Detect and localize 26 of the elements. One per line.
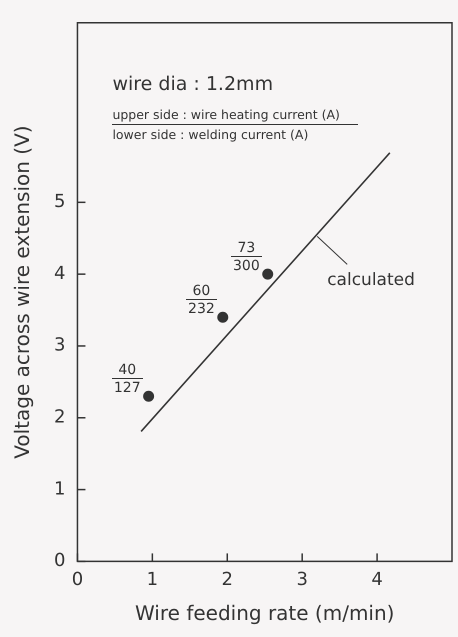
y-axis-title: Voltage across wire extension (V) bbox=[10, 125, 34, 459]
x-tick-label: 4 bbox=[371, 568, 383, 590]
y-tick-label: 0 bbox=[54, 550, 66, 572]
annotation: wire dia : 1.2mm bbox=[112, 72, 274, 96]
annotation: 60 bbox=[192, 283, 210, 300]
x-axis-title: Wire feeding rate (m/min) bbox=[134, 601, 394, 626]
annotation: 300 bbox=[232, 258, 260, 274]
annotation: upper side : wire heating current (A) bbox=[112, 106, 358, 125]
y-tick-label: 4 bbox=[54, 262, 66, 284]
y-tick-label: 3 bbox=[54, 334, 66, 356]
annotation: 73 bbox=[237, 240, 256, 256]
y-tick-label: 5 bbox=[54, 191, 66, 212]
annotation: 127 bbox=[114, 380, 141, 396]
x-tick-label: 0 bbox=[72, 568, 84, 590]
annotation: lower side : welding current (A) bbox=[112, 126, 308, 142]
x-tick-label: 3 bbox=[296, 568, 308, 590]
y-tick-label: 1 bbox=[54, 478, 66, 500]
x-tick-label: 1 bbox=[146, 568, 158, 590]
point bbox=[143, 390, 154, 402]
legend-label: calculated bbox=[327, 270, 415, 290]
y-tick-label: 2 bbox=[54, 406, 66, 428]
point bbox=[217, 312, 228, 323]
x-tick-label: 2 bbox=[222, 568, 233, 590]
annotation: 232 bbox=[188, 300, 215, 317]
point bbox=[262, 268, 274, 280]
annotation: 40 bbox=[118, 362, 136, 378]
